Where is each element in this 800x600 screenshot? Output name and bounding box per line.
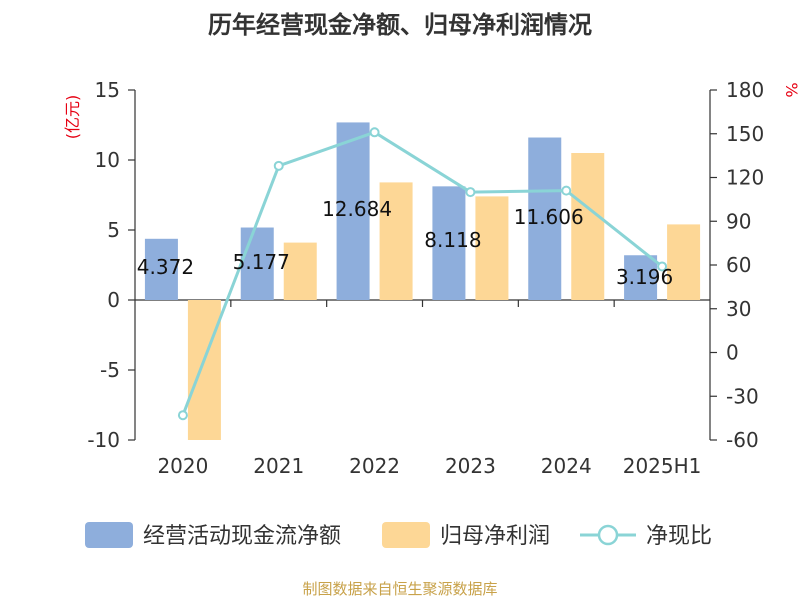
bars [144,122,701,440]
source-note: 制图数据来自恒生聚源数据库 [302,580,497,598]
net-profit-bar [571,153,605,300]
ratio-point [369,127,380,138]
cash-flow-bar [432,186,466,300]
cash-flow-bar [240,227,274,300]
axes: 15 10 5 0 -5 -10 180 150 120 90 60 30 0 -30 -60 (亿元)% 20… [63,78,800,478]
legend: 经营活动现金流净额 归母净利润 净现比 [85,522,712,549]
left-tick-label: -10 [87,428,120,452]
ratio-line-path [181,130,664,416]
right-tick-label: 120 [726,166,764,190]
ratio-point [561,185,572,196]
legend-label-cash-flow: 经营活动现金流净额 [143,524,341,549]
right-tick-label: 90 [726,209,751,233]
ratio-point [465,187,476,198]
data-labels: 4.372 5.177 12.684 8.118 11.606 3.196 [137,197,673,289]
legend-swatch-cash-flow [85,522,133,548]
cash-flow-bar [336,122,370,300]
category-label: 2024 [541,454,592,478]
ratio-line [177,127,668,421]
chart-title: 历年经营现金净额、归母净利润情况 [208,11,592,39]
ratio-point [657,261,668,272]
left-tick-label: 0 [107,288,120,312]
category-label: 2020 [157,454,208,478]
left-tick-label: 5 [107,218,120,242]
cash-flow-data-label: 11.606 [514,205,584,229]
left-axis-unit: (亿元) [63,95,82,140]
cash-flow-data-label: 8.118 [424,228,481,252]
category-label: 2025H1 [623,454,702,478]
net-profit-bar [475,196,509,300]
legend-label-ratio: 净现比 [646,524,712,549]
cash-flow-data-label: 3.196 [616,265,673,289]
right-tick-label: 0 [726,341,739,365]
cash-flow-data-label: 5.177 [233,250,290,274]
net-profit-bar [187,300,221,440]
legend-swatch-ratio-marker [597,524,619,546]
category-label: 2022 [349,454,400,478]
right-tick-label: 60 [726,253,751,277]
right-axis-unit: % [782,82,800,97]
cash-flow-data-label: 12.684 [322,197,392,221]
left-tick-label: 10 [95,148,120,172]
net-profit-bar [667,224,701,300]
ratio-point [273,160,284,171]
legend-swatch-net-profit [382,522,430,548]
right-tick-label: 180 [726,78,764,102]
right-tick-label: 30 [726,297,751,321]
right-tick-label: 150 [726,122,764,146]
right-tick-label: -30 [726,384,759,408]
legend-label-net-profit: 归母净利润 [440,524,550,549]
category-label: 2021 [253,454,304,478]
ratio-point [177,410,188,421]
left-tick-label: 15 [95,78,120,102]
left-tick-label: -5 [100,358,120,382]
cash-flow-bar [528,137,562,300]
right-tick-label: -60 [726,428,759,452]
category-label: 2023 [445,454,496,478]
cash-flow-data-label: 4.372 [137,255,194,279]
net-profit-bar [283,242,317,300]
cash-flow-bar [144,238,178,300]
net-profit-bar [379,182,413,300]
cash-flow-bar [624,255,658,300]
